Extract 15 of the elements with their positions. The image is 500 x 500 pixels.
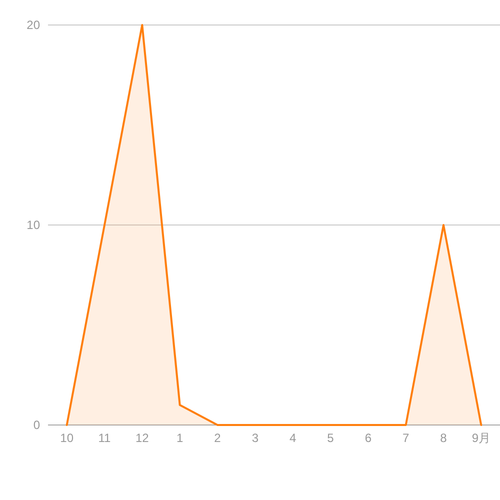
x-tick-label: 11	[98, 431, 112, 445]
x-tick-label: 7	[402, 431, 410, 445]
x-tick-label: 1	[176, 431, 184, 445]
y-tick-label: 0	[33, 418, 40, 432]
x-tick-label: 4	[289, 431, 296, 445]
x-tick-label: 5	[327, 431, 334, 445]
x-tick-label: 2	[214, 431, 222, 445]
x-tick-label: 3	[252, 431, 259, 445]
x-tick-label: 10	[60, 431, 74, 445]
x-tick-label: 6	[364, 431, 372, 445]
y-tick-label: 20	[26, 18, 40, 32]
x-tick-label: 8	[440, 431, 448, 445]
x-tick-label: 12	[135, 431, 150, 445]
x-tick-label: 9月	[472, 431, 491, 445]
y-tick-label: 10	[26, 218, 40, 232]
